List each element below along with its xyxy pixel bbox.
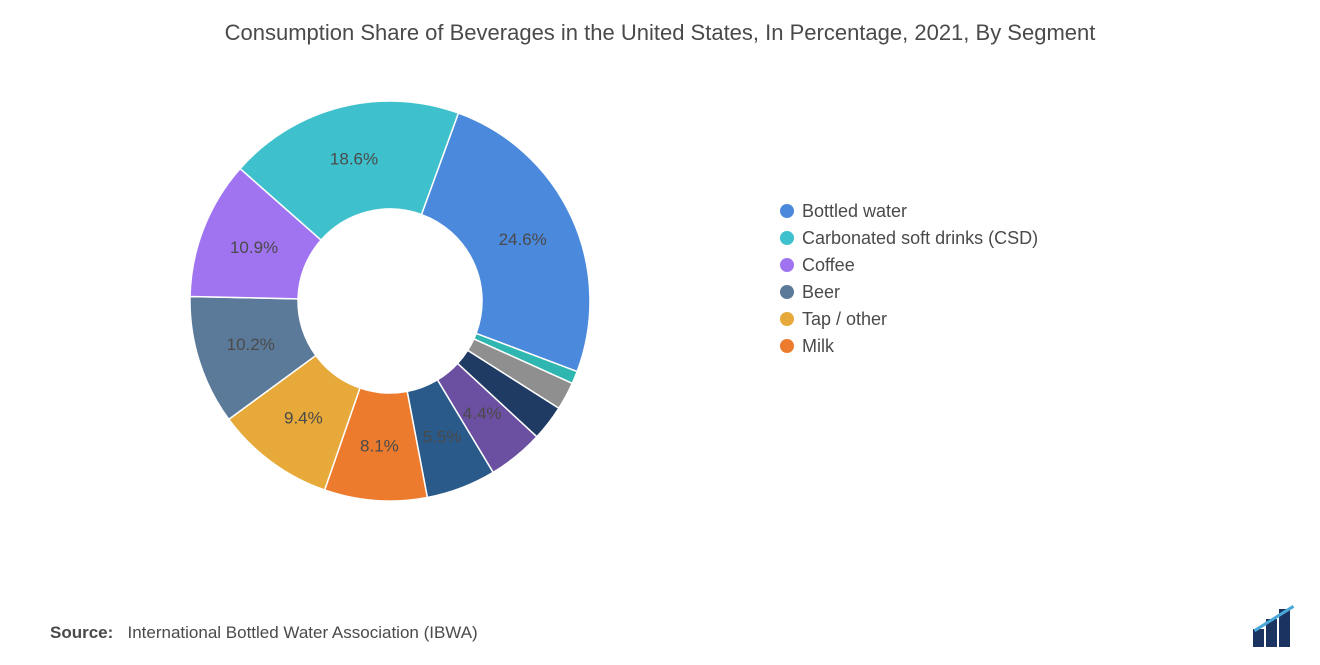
- legend-item: Tap / other: [780, 309, 1038, 330]
- source-value: International Bottled Water Association …: [127, 623, 477, 642]
- slice-label: 8.1%: [360, 436, 399, 455]
- legend-swatch: [780, 339, 794, 353]
- legend-label: Carbonated soft drinks (CSD): [802, 228, 1038, 249]
- slice-label: 24.6%: [499, 230, 547, 249]
- legend-label: Bottled water: [802, 201, 907, 222]
- legend-label: Milk: [802, 336, 834, 357]
- legend-swatch: [780, 204, 794, 218]
- legend-item: Carbonated soft drinks (CSD): [780, 228, 1038, 249]
- chart-title: Consumption Share of Beverages in the Un…: [0, 0, 1320, 56]
- legend-item: Beer: [780, 282, 1038, 303]
- source-label: Source:: [50, 623, 113, 642]
- brand-logo: [1253, 609, 1290, 647]
- legend-item: Bottled water: [780, 201, 1038, 222]
- legend-label: Tap / other: [802, 309, 887, 330]
- legend-swatch: [780, 285, 794, 299]
- legend-swatch: [780, 231, 794, 245]
- legend: Bottled water Carbonated soft drinks (CSD…: [780, 201, 1038, 363]
- slice-label: 5.5%: [423, 427, 462, 446]
- legend-item: Milk: [780, 336, 1038, 357]
- slice-label: 9.4%: [284, 408, 323, 427]
- slice-label: 10.2%: [227, 335, 275, 354]
- slice-label: 10.9%: [230, 237, 278, 256]
- legend-label: Beer: [802, 282, 840, 303]
- donut-chart: 24.6% 4.4%5.5% 8.1% 9.4% 10.2% 10.9% 18.6%: [160, 71, 620, 531]
- slice-label: 4.4%: [463, 404, 502, 423]
- legend-item: Coffee: [780, 255, 1038, 276]
- legend-swatch: [780, 258, 794, 272]
- chart-area: 24.6% 4.4%5.5% 8.1% 9.4% 10.2% 10.9% 18.6% Bot…: [0, 56, 1320, 546]
- legend-swatch: [780, 312, 794, 326]
- legend-label: Coffee: [802, 255, 855, 276]
- slice-label: 18.6%: [330, 149, 378, 168]
- source-line: Source: International Bottled Water Asso…: [50, 623, 478, 643]
